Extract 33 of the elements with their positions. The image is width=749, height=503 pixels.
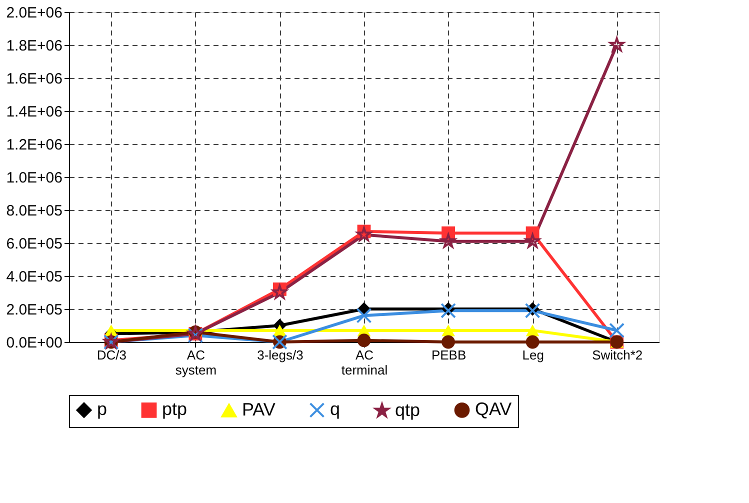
point xyxy=(609,322,625,338)
point xyxy=(357,334,371,348)
legend-label: q xyxy=(330,399,340,420)
point xyxy=(272,284,288,299)
x-tick-label: Leg xyxy=(522,348,544,362)
legend-label: p xyxy=(97,399,108,420)
x-tick-label: 3-legs/3 xyxy=(257,348,304,362)
x-tick-label: AC terminal xyxy=(341,348,388,378)
y-tick-label: 1.8E+06 xyxy=(6,38,62,54)
y-tick-label: 1.0E+06 xyxy=(6,170,62,186)
y-tick-label: 2.0E+06 xyxy=(6,4,62,22)
y-tick-label: 4.0E+05 xyxy=(6,268,62,286)
y-tick-label: 2.0E+05 xyxy=(6,302,62,318)
point xyxy=(356,308,372,324)
y-tick-label: 0.0E+00 xyxy=(6,334,62,352)
x-tick-label: PEBB xyxy=(431,348,466,362)
point xyxy=(442,335,455,349)
point xyxy=(526,324,540,336)
y-tick-label: 1.4E+06 xyxy=(6,104,62,120)
x-tick-label: AC system xyxy=(175,348,217,378)
y-tick-label: 1.6E+06 xyxy=(6,70,62,88)
legend-label: PAV xyxy=(242,400,276,420)
x-tick-label: DC/3 xyxy=(96,348,126,362)
legend-label: qtp xyxy=(395,400,420,420)
y-tick-label: 6.0E+05 xyxy=(6,236,62,252)
legend-label: QAV xyxy=(475,399,512,420)
x-tick-label: Switch*2 xyxy=(592,348,643,362)
point xyxy=(609,37,624,52)
point xyxy=(442,324,455,336)
legend-label: ptp xyxy=(162,399,188,420)
point xyxy=(526,335,540,349)
y-tick-label: 8.0E+05 xyxy=(6,202,62,220)
y-tick-label: 1.2E+06 xyxy=(6,136,62,154)
